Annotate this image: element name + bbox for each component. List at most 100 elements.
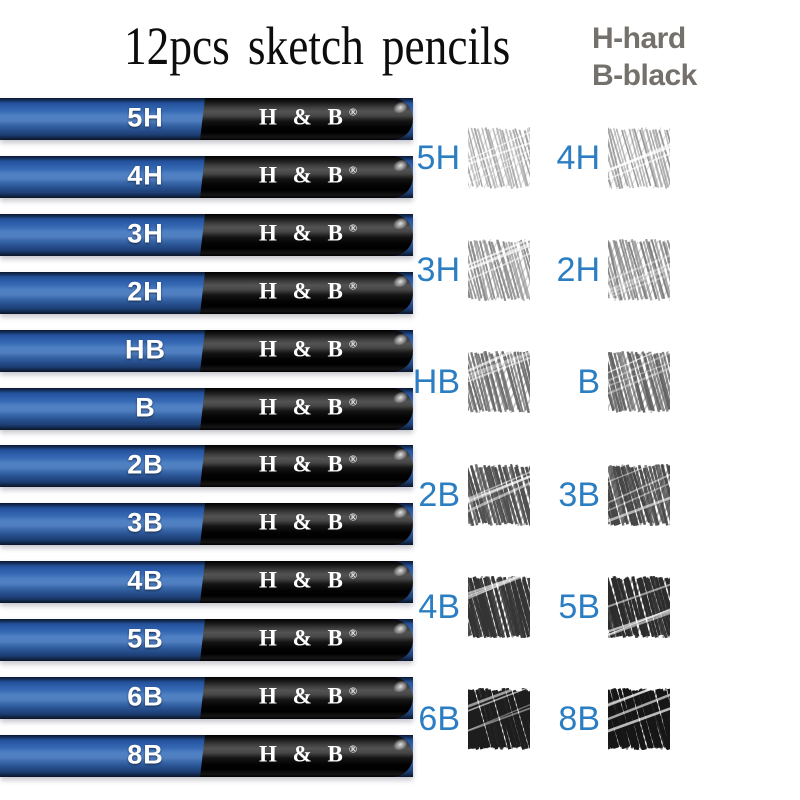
pencil-grade-label: HB — [125, 334, 166, 365]
cap-highlight — [391, 99, 410, 116]
registered-mark: ® — [348, 685, 358, 698]
pencil-grade-label: 4B — [127, 565, 164, 596]
brand-text: H & B — [258, 741, 348, 767]
pencil-brand: H & B® — [222, 625, 394, 651]
pencil-hb: HB H & B® — [0, 330, 413, 372]
registered-mark: ® — [348, 627, 358, 640]
swatch-grade-label: 4B — [418, 588, 460, 626]
hatch-swatch — [608, 351, 670, 413]
hatch-swatch — [468, 127, 530, 189]
brand-text: H & B — [258, 683, 348, 709]
brand-text: H & B — [258, 336, 348, 362]
swatch-hb: HB — [352, 351, 530, 413]
hatch-swatch — [468, 239, 530, 301]
brand-text: H & B — [258, 162, 348, 188]
pencil-grade-label: 8B — [127, 739, 164, 770]
swatch-grade-label: 8B — [558, 700, 600, 738]
registered-mark: ® — [348, 106, 358, 119]
pencil-2h: 2H H & B® — [0, 272, 413, 314]
registered-mark: ® — [348, 280, 358, 293]
hatch-swatch — [468, 688, 530, 750]
hatch-swatch — [608, 239, 670, 301]
hatch-swatch — [468, 464, 530, 526]
grade-legend: H-hard B-black — [592, 20, 697, 94]
cap-highlight — [391, 331, 410, 348]
pencil-brand: H & B® — [222, 741, 394, 767]
pencil-brand: H & B® — [222, 278, 394, 304]
pencil-grade-label: 3H — [127, 218, 164, 249]
swatch-grade-label: 5B — [558, 588, 600, 626]
pencil-brand: H & B® — [222, 509, 394, 535]
pencil-grade-label: B — [135, 392, 156, 423]
pencil-5h: 5H H & B® — [0, 98, 413, 140]
hatch-swatch — [608, 576, 670, 638]
registered-mark: ® — [348, 222, 358, 235]
pencil-black-section — [200, 330, 413, 372]
hatch-swatch — [608, 688, 670, 750]
pencil-black-section — [200, 98, 413, 140]
swatch-3h: 3H — [352, 239, 530, 301]
pencil-black-section — [200, 272, 413, 314]
pencil-4b: 4B H & B® — [0, 561, 413, 603]
registered-mark: ® — [348, 569, 358, 582]
hatch-swatch — [468, 351, 530, 413]
brand-text: H & B — [258, 625, 348, 651]
swatch-grade-label: 2H — [556, 251, 600, 289]
pencil-brand: H & B® — [222, 394, 394, 420]
cap-highlight — [391, 215, 410, 232]
swatch-6b: 6B — [352, 688, 530, 750]
hatch-swatch — [608, 127, 670, 189]
pencil-3h: 3H H & B® — [0, 214, 413, 256]
swatch-grade-label: 2B — [418, 476, 460, 514]
pencil-3b: 3B H & B® — [0, 503, 413, 545]
swatch-4h: 4H — [492, 127, 670, 189]
legend-black-line: B-black — [592, 59, 697, 92]
pencil-grade-label: 2B — [127, 449, 164, 480]
hatch-swatch — [468, 576, 530, 638]
pencil-black-section — [200, 214, 413, 256]
pencil-brand: H & B® — [222, 451, 394, 477]
brand-text: H & B — [258, 567, 348, 593]
page-title: 12pcs sketch pencils — [124, 16, 511, 76]
swatch-2b: 2B — [352, 464, 530, 526]
registered-mark: ® — [348, 396, 358, 409]
pencil-8b: 8B H & B® — [0, 735, 413, 777]
pencil-brand: H & B® — [222, 336, 394, 362]
swatch-grade-label: 3B — [558, 476, 600, 514]
pencil-5b: 5B H & B® — [0, 619, 413, 661]
swatch-2h: 2H — [492, 239, 670, 301]
legend-hard-line: H-hard — [592, 22, 686, 55]
registered-mark: ® — [348, 338, 358, 351]
pencil-grade-label: 5H — [127, 102, 164, 133]
swatch-4b: 4B — [352, 576, 530, 638]
pencil-black-section — [200, 677, 413, 719]
swatch-b: B — [492, 351, 670, 413]
pencil-b: B H & B® — [0, 388, 413, 430]
pencil-black-section — [200, 619, 413, 661]
pencil-6b: 6B H & B® — [0, 677, 413, 719]
pencil-brand: H & B® — [222, 683, 394, 709]
brand-text: H & B — [258, 509, 348, 535]
pencil-brand: H & B® — [222, 162, 394, 188]
pencil-black-section — [200, 735, 413, 777]
swatch-grade-label: 3H — [416, 251, 460, 289]
registered-mark: ® — [348, 743, 358, 756]
swatch-grade-label: 5H — [416, 139, 460, 177]
brand-text: H & B — [258, 220, 348, 246]
pencil-black-section — [200, 445, 413, 487]
brand-text: H & B — [258, 104, 348, 130]
swatch-3b: 3B — [492, 464, 670, 526]
pencil-black-section — [200, 561, 413, 603]
pencil-brand: H & B® — [222, 104, 394, 130]
pencil-4h: 4H H & B® — [0, 156, 413, 198]
pencil-2b: 2B H & B® — [0, 445, 413, 487]
registered-mark: ® — [348, 511, 358, 524]
cap-highlight — [391, 446, 410, 463]
pencil-black-section — [200, 503, 413, 545]
pencil-grade-label: 4H — [127, 160, 164, 191]
swatch-5h: 5H — [352, 127, 530, 189]
pencil-grade-label: 3B — [127, 507, 164, 538]
swatch-grade-label: 4H — [556, 139, 600, 177]
brand-text: H & B — [258, 451, 348, 477]
